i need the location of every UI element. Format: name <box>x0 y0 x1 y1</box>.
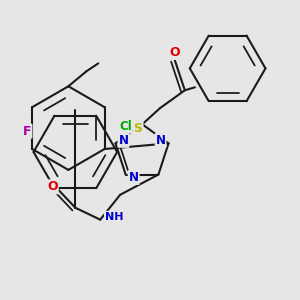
Text: S: S <box>134 122 142 135</box>
Text: N: N <box>156 134 166 147</box>
Text: O: O <box>47 180 58 193</box>
Text: N: N <box>118 134 128 147</box>
Text: F: F <box>23 124 32 138</box>
Text: NH: NH <box>105 212 123 222</box>
Text: Cl: Cl <box>119 120 132 133</box>
Text: N: N <box>129 171 139 184</box>
Text: O: O <box>169 46 180 59</box>
